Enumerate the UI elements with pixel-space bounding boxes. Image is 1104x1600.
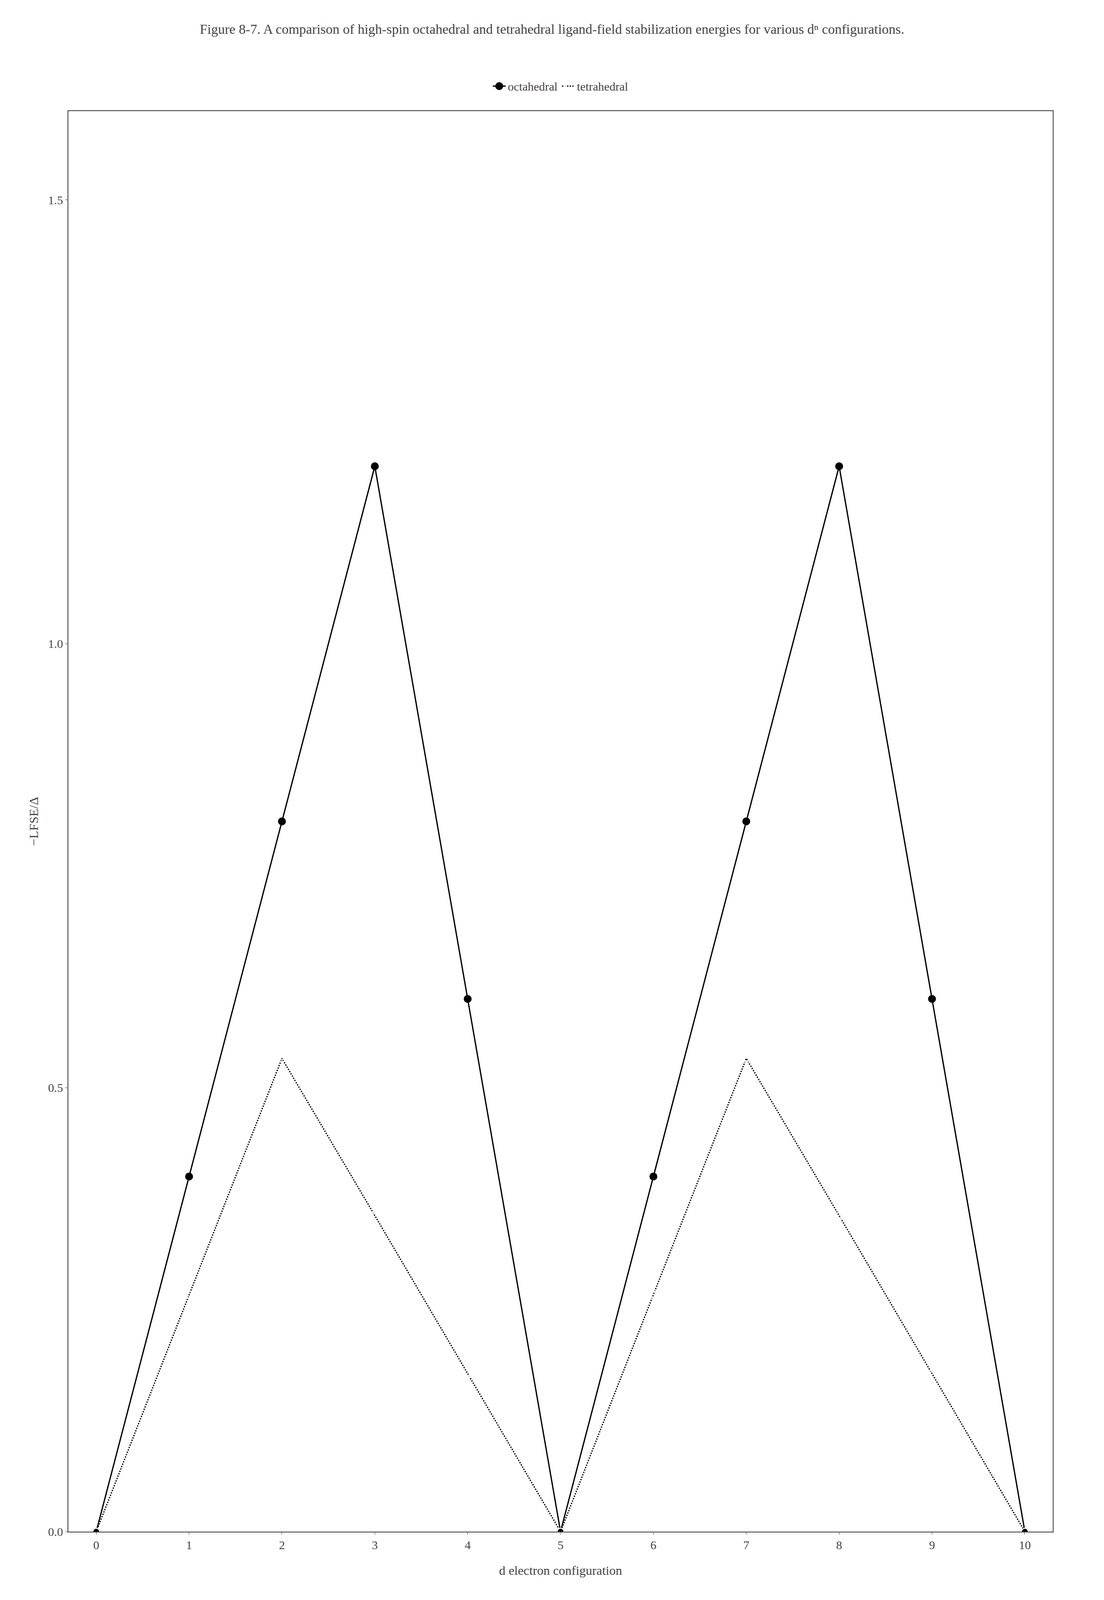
svg-text:6: 6 bbox=[650, 1538, 657, 1552]
svg-text:8: 8 bbox=[836, 1538, 843, 1552]
svg-text:Figure 8-7. A comparison of hi: Figure 8-7. A comparison of high-spin oc… bbox=[199, 21, 905, 37]
svg-text:−LFSE/Δ: −LFSE/Δ bbox=[26, 796, 41, 846]
svg-text:1.0: 1.0 bbox=[47, 637, 63, 651]
svg-text:d electron configuration: d electron configuration bbox=[499, 1562, 623, 1577]
svg-text:1.5: 1.5 bbox=[47, 193, 63, 207]
svg-text:7: 7 bbox=[743, 1538, 750, 1552]
svg-text:0: 0 bbox=[93, 1538, 100, 1552]
svg-text:5: 5 bbox=[557, 1538, 564, 1552]
svg-text:tetrahedral: tetrahedral bbox=[576, 79, 629, 94]
svg-text:2: 2 bbox=[278, 1538, 285, 1552]
svg-text:3: 3 bbox=[371, 1538, 378, 1552]
svg-text:0.5: 0.5 bbox=[47, 1080, 63, 1095]
svg-text:0.0: 0.0 bbox=[47, 1524, 63, 1539]
svg-text:octahedral: octahedral bbox=[507, 79, 558, 94]
svg-text:9: 9 bbox=[928, 1538, 935, 1552]
svg-text:4: 4 bbox=[464, 1538, 471, 1552]
svg-text:10: 10 bbox=[1018, 1538, 1031, 1552]
svg-text:1: 1 bbox=[186, 1538, 193, 1552]
